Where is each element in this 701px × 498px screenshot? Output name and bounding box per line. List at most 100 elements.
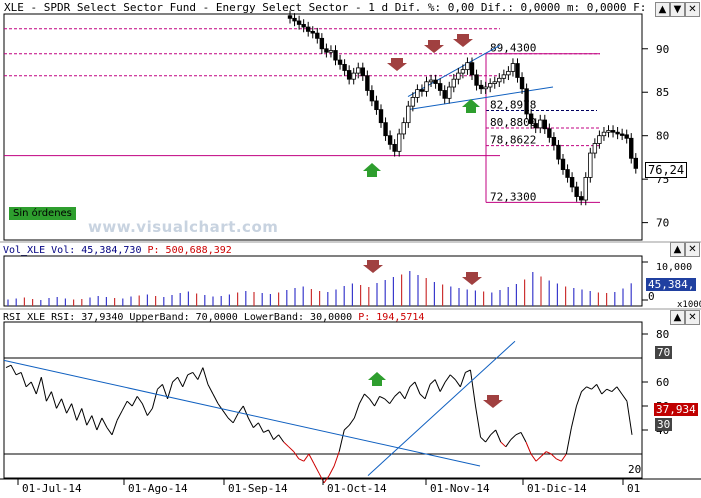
fibo-level-label: 78,8622: [490, 134, 536, 147]
rsi-line-segment: [449, 374, 456, 380]
rsi-current-value: 37,934: [654, 403, 698, 416]
rsi-line-segment: [560, 453, 567, 462]
rsi-line-segment: [399, 391, 406, 400]
rsi-line-segment: [495, 429, 502, 443]
rsi-upper-band-label: 70: [655, 346, 673, 359]
candle-body: [547, 128, 552, 138]
rsi-line-segment: [15, 371, 22, 376]
candle-body: [296, 20, 302, 25]
volume-label-text: Vol_XLE Vol: 45,384,730: [3, 245, 148, 256]
candle-body: [287, 15, 293, 19]
rsi-line-segment: [257, 422, 264, 433]
watermark: www.visualchart.com: [88, 218, 279, 236]
buy-arrow-icon: [368, 372, 386, 386]
triangle-upper-line: [407, 44, 501, 98]
candle-body: [401, 122, 406, 135]
sell-arrow-icon: [462, 272, 482, 285]
candle-body: [337, 59, 343, 65]
rsi-line-segment: [192, 372, 199, 380]
candle-body: [574, 186, 579, 197]
rsi-line-segment: [177, 376, 184, 388]
price-y-tick-label: 85: [656, 86, 669, 99]
candle-body: [433, 79, 438, 84]
rsi-line-segment: [596, 384, 603, 395]
rsi-line-segment: [242, 405, 249, 419]
candle-body: [410, 97, 416, 107]
volume-pane-label: Vol_XLE Vol: 45,384,730 P: 500,688,392: [3, 245, 232, 256]
rsi-line-segment: [389, 396, 396, 404]
rsi-line-segment: [540, 451, 547, 457]
rsi-line-segment: [30, 381, 37, 395]
rsi-line-segment: [570, 405, 577, 428]
candle-body: [551, 137, 557, 146]
rsi-line-segment: [358, 393, 365, 404]
rsi-line-segment: [338, 429, 345, 452]
rsi-line-segment: [71, 403, 78, 421]
rsi-line-segment: [303, 453, 310, 462]
rsi-axis-bottom-label: 20: [628, 463, 642, 476]
rsi-line-segment: [475, 405, 482, 438]
sell-arrow-icon: [387, 58, 407, 71]
rsi-line-segment: [545, 451, 552, 455]
rsi-line-segment: [469, 369, 476, 407]
rsi-pane-up-icon[interactable]: ▲: [670, 310, 685, 325]
rsi-line-segment: [575, 391, 582, 407]
rsi-line-segment: [25, 381, 32, 388]
rsi-label-p: P: 194,5714: [358, 312, 425, 323]
rsi-y-tick-label: 80: [656, 328, 669, 341]
rsi-line-segment: [369, 398, 375, 407]
rsi-line-segment: [616, 386, 623, 395]
scroll-down-icon[interactable]: ▼: [670, 2, 685, 17]
orders-badge[interactable]: Sin órdenes: [9, 207, 76, 220]
rsi-line-segment: [409, 381, 416, 388]
candle-body: [333, 50, 338, 61]
candle-body: [342, 64, 347, 71]
close-icon[interactable]: ✕: [685, 2, 700, 17]
chart-title: XLE - SPDR Select Sector Fund - Energy S…: [4, 1, 647, 14]
rsi-line-segment: [298, 458, 305, 462]
rsi-line-segment: [626, 401, 633, 435]
candle-body: [610, 130, 616, 133]
candle-body: [369, 90, 375, 102]
rsi-line-segment: [202, 367, 209, 385]
candle-body: [442, 90, 447, 99]
rsi-line-segment: [61, 398, 68, 414]
candle-body: [392, 143, 397, 152]
candle-body: [469, 62, 475, 76]
rsi-line-segment: [414, 381, 421, 395]
rsi-line-segment: [172, 376, 178, 383]
rsi-line-segment: [273, 434, 279, 440]
rsi-line-segment: [313, 463, 320, 474]
vol-scale-bottom: 0: [648, 290, 655, 303]
candle-body: [579, 196, 584, 201]
x-tick-label: 01: [627, 482, 640, 495]
candle-body: [592, 143, 598, 154]
rsi-line-segment: [197, 367, 204, 380]
rsi-line-segment: [50, 391, 57, 409]
candle-body: [415, 89, 420, 98]
candle-body: [615, 131, 620, 135]
candle-body: [301, 24, 306, 28]
rsi-line-segment: [404, 386, 411, 399]
rsi-line-segment: [424, 384, 431, 399]
candle-body: [406, 105, 411, 124]
rsi-line-segment: [76, 408, 83, 421]
rsi-pane-close-icon[interactable]: ✕: [685, 310, 700, 325]
rsi-line-segment: [601, 388, 608, 395]
rsi-line-segment: [611, 386, 618, 392]
rsi-line-segment: [505, 439, 512, 448]
rsi-label-text: RSI_XLE RSI: 37,9340 UpperBand: 70,0000 …: [3, 312, 359, 323]
rsi-line-segment: [465, 369, 471, 373]
x-tick-label: 01-Oct-14: [327, 482, 387, 495]
scroll-up-icon[interactable]: ▲: [655, 2, 670, 17]
rsi-line-segment: [621, 393, 628, 402]
rsi-line-segment: [565, 427, 572, 455]
candle-body: [365, 75, 370, 91]
candle-body: [319, 37, 325, 50]
rsi-line-segment: [157, 384, 163, 390]
sell-arrow-icon: [363, 260, 383, 273]
rsi-line-segment: [116, 410, 123, 421]
candle-body: [597, 135, 602, 144]
rsi-line-segment: [384, 398, 391, 404]
